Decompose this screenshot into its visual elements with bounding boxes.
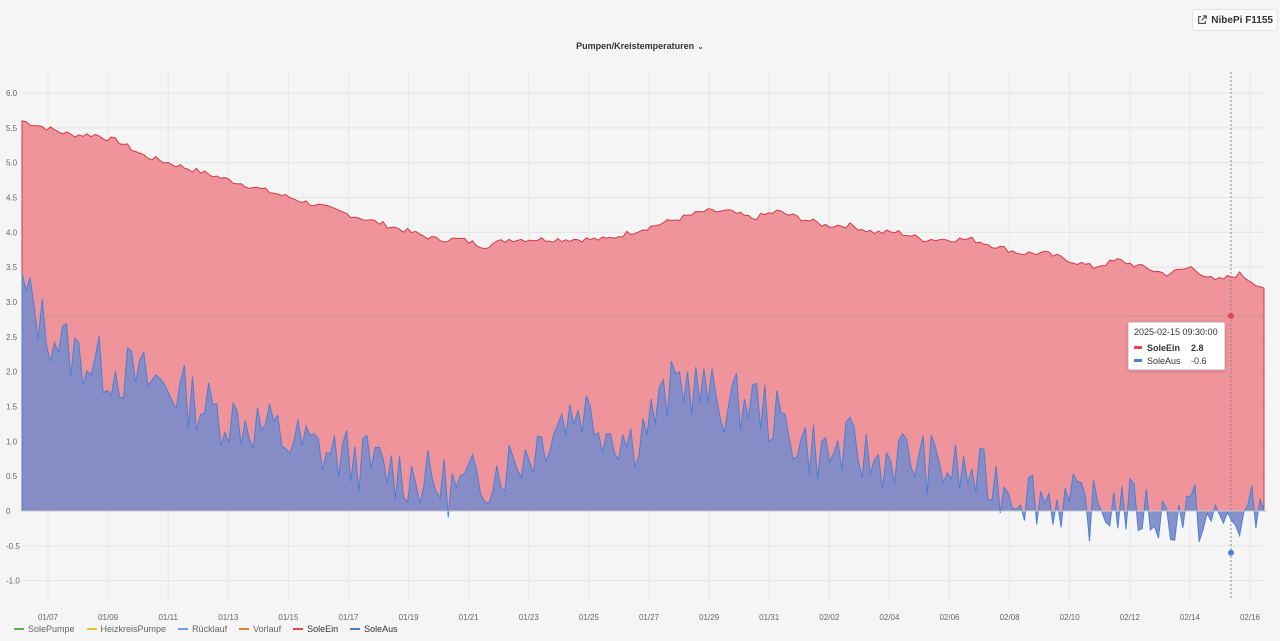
external-link-icon: [1198, 15, 1207, 24]
y-tick-label: -0.5: [6, 542, 20, 551]
nibepi-link-label: NibePi F1155: [1211, 14, 1273, 26]
x-tick-label: 01/11: [158, 613, 178, 622]
y-tick-label: 1.5: [6, 403, 18, 412]
x-tick-label: 02/12: [1120, 613, 1141, 622]
y-tick-label: -1.0: [6, 577, 20, 586]
x-tick-label: 01/25: [579, 613, 600, 622]
chart-legend: SolePumpe HeizkreisPumpe Rücklauf Vorlau…: [14, 624, 398, 634]
legend-swatch: [239, 628, 250, 630]
x-tick-label: 01/17: [338, 613, 359, 622]
y-tick-label: 0: [6, 507, 11, 516]
legend-swatch: [178, 628, 189, 630]
x-tick-label: 01/23: [519, 613, 540, 622]
y-tick-label: 0.5: [6, 472, 18, 481]
x-tick-label: 01/13: [218, 613, 239, 622]
y-tick-label: 4.0: [6, 228, 18, 237]
y-tick-label: 5.0: [6, 159, 18, 168]
x-tick-label: 01/21: [459, 613, 480, 622]
x-tick-label: 01/27: [639, 613, 660, 622]
tooltip-point-soleein: [1228, 312, 1234, 319]
legend-label: SolePumpe: [28, 624, 75, 634]
x-tick-label: 01/31: [759, 613, 780, 622]
tooltip-point-soleaus: [1228, 549, 1234, 556]
x-tick-label: 02/10: [1060, 613, 1081, 622]
series-soleaus-area: [21, 273, 1265, 542]
y-tick-label: 6.0: [6, 89, 18, 98]
x-tick-label: 01/15: [278, 613, 299, 622]
y-tick-label: 2.0: [6, 368, 18, 377]
y-tick-label: 4.5: [6, 194, 18, 203]
x-tick-label: 01/09: [98, 613, 119, 622]
y-tick-label: 2.5: [6, 333, 18, 342]
tooltip-series-name: SoleEin: [1147, 342, 1181, 353]
y-tick-label: 1.0: [6, 437, 18, 446]
tooltip-time: 2025-02-15 09:30:00: [1134, 327, 1218, 337]
x-tick-label: 02/16: [1240, 613, 1261, 622]
y-tick-label: 5.5: [6, 124, 18, 133]
legend-swatch: [86, 628, 97, 630]
legend-item-ruecklauf[interactable]: Rücklauf: [178, 624, 227, 634]
legend-item-soleein[interactable]: SoleEin: [293, 624, 338, 634]
tooltip-row: SoleEin 2.8: [1134, 341, 1219, 354]
legend-swatch: [14, 628, 24, 630]
legend-swatch: [293, 628, 304, 630]
chart-title-dropdown[interactable]: Pumpen/Kreistemperaturen ⌄: [0, 41, 1280, 51]
x-tick-label: 02/08: [1000, 613, 1021, 622]
x-tick-label: 02/14: [1180, 613, 1201, 622]
x-tick-label: 01/29: [699, 613, 720, 622]
legend-label: SoleAus: [364, 624, 398, 634]
y-tick-label: 3.5: [6, 263, 18, 272]
chart-tooltip: 2025-02-15 09:30:00 SoleEin 2.8 SoleAus …: [1128, 322, 1225, 370]
tooltip-row: SoleAus -0.6: [1134, 354, 1219, 367]
legend-item-soleaus[interactable]: SoleAus: [350, 624, 398, 634]
legend-label: SoleEin: [307, 624, 339, 634]
y-tick-label: 3.0: [6, 298, 18, 307]
nibepi-link-button[interactable]: NibePi F1155: [1192, 9, 1278, 31]
tooltip-series-value: 2.8: [1191, 342, 1204, 353]
legend-label: Rücklauf: [192, 624, 228, 634]
tooltip-series-name: SoleAus: [1147, 355, 1181, 366]
legend-swatch: [350, 628, 361, 630]
tooltip-swatch: [1134, 346, 1142, 349]
x-tick-label: 01/19: [399, 613, 420, 622]
x-tick-label: 02/06: [939, 613, 960, 622]
legend-item-heizkreispumpe[interactable]: HeizkreisPumpe: [86, 624, 167, 634]
legend-label: Vorlauf: [253, 624, 282, 634]
legend-item-solepumpe[interactable]: SolePumpe: [14, 624, 75, 634]
x-tick-label: 01/07: [38, 613, 59, 622]
x-tick-label: 02/04: [879, 613, 900, 622]
chevron-down-icon: ⌄: [697, 42, 704, 51]
tooltip-swatch: [1134, 359, 1142, 362]
x-tick-label: 02/02: [819, 613, 840, 622]
chart-title: Pumpen/Kreistemperaturen: [576, 41, 695, 51]
legend-item-vorlauf[interactable]: Vorlauf: [239, 624, 281, 634]
tooltip-series-value: -0.6: [1191, 355, 1207, 366]
legend-label: HeizkreisPumpe: [100, 624, 167, 634]
